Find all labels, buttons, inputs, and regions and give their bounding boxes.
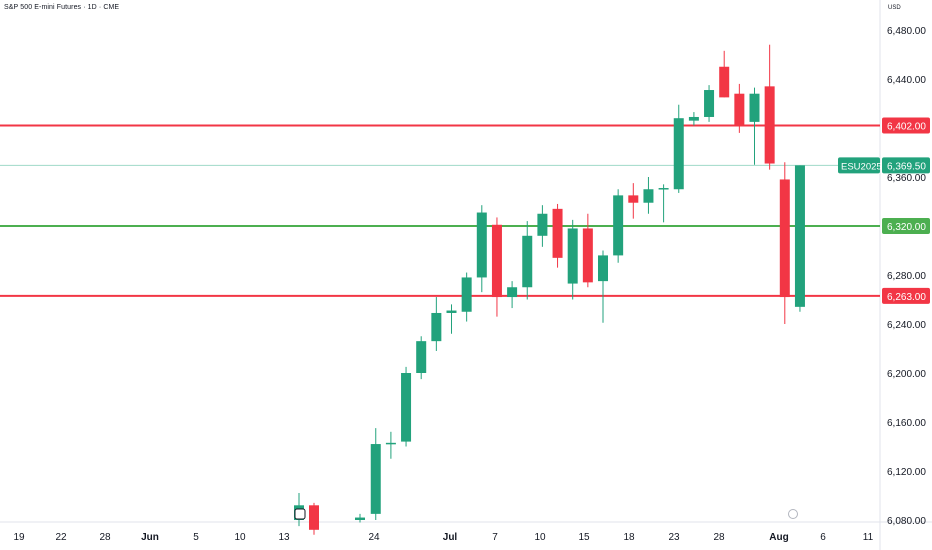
candle[interactable] xyxy=(628,195,639,203)
candle[interactable] xyxy=(567,228,578,284)
x-tick-label: 10 xyxy=(234,532,246,543)
x-tick-label: 19 xyxy=(13,532,25,543)
y-tick-label: 6,360.00 xyxy=(887,173,926,184)
candle[interactable] xyxy=(370,444,381,514)
candle[interactable] xyxy=(416,341,427,373)
level-price-tag xyxy=(882,218,930,234)
candle[interactable] xyxy=(401,373,412,442)
candle[interactable] xyxy=(507,287,518,298)
symbol-tag-text: ESU2025 xyxy=(841,161,882,172)
y-tick-label: 6,280.00 xyxy=(887,271,926,282)
x-tick-label: 7 xyxy=(492,532,498,543)
chart-title: S&P 500 E-mini Futures · 1D · CME xyxy=(4,4,120,11)
symbol-tag xyxy=(838,157,880,174)
candle[interactable] xyxy=(598,255,608,282)
level-price-tag-text: 6,402.00 xyxy=(887,122,926,133)
candle[interactable] xyxy=(476,212,487,278)
x-tick-label: 22 xyxy=(55,532,67,543)
candle[interactable] xyxy=(673,118,684,190)
candle[interactable] xyxy=(355,517,365,520)
x-tick-label: 10 xyxy=(534,532,546,543)
x-tick-label: Jun xyxy=(141,532,159,543)
level-price-tag xyxy=(882,287,930,304)
event-marker-icon[interactable] xyxy=(294,508,306,520)
y-tick-label: 6,080.00 xyxy=(887,516,926,527)
earnings-marker-icon[interactable] xyxy=(788,509,798,519)
x-tick-label: 28 xyxy=(99,532,111,543)
level-price-tag-text: 6,320.00 xyxy=(887,222,926,233)
x-tick-label: 6 xyxy=(820,532,826,543)
candle[interactable] xyxy=(794,165,805,307)
candle[interactable] xyxy=(688,116,699,121)
x-tick-label: 5 xyxy=(193,532,199,543)
y-tick-label: 6,480.00 xyxy=(887,26,926,37)
x-tick-label: 11 xyxy=(863,532,874,543)
candle[interactable] xyxy=(491,224,502,298)
x-tick-label: 18 xyxy=(623,532,635,543)
x-tick-label: 28 xyxy=(713,532,725,543)
y-tick-label: 6,240.00 xyxy=(887,320,926,331)
candle[interactable] xyxy=(309,505,319,530)
level-price-tag-text: 6,263.00 xyxy=(887,292,926,303)
candle[interactable] xyxy=(719,66,730,98)
x-tick-label: 15 xyxy=(578,532,590,543)
candle[interactable] xyxy=(522,235,533,288)
candle[interactable] xyxy=(704,90,715,117)
candle[interactable] xyxy=(431,312,442,342)
y-tick-label: 6,200.00 xyxy=(887,369,926,380)
x-tick-label: 23 xyxy=(668,532,680,543)
candle[interactable] xyxy=(385,442,396,445)
current-price-tag-text: 6,369.50 xyxy=(887,161,926,172)
x-tick-label: 13 xyxy=(278,532,290,543)
y-tick-label: 6,120.00 xyxy=(887,467,926,478)
candle[interactable] xyxy=(582,228,593,283)
candle[interactable] xyxy=(658,188,669,190)
x-tick-label: Jul xyxy=(443,532,458,543)
x-tick-label: 24 xyxy=(368,532,380,543)
candle[interactable] xyxy=(613,195,624,256)
candle[interactable] xyxy=(537,213,548,236)
candle[interactable] xyxy=(764,86,775,164)
y-tick-label: 6,160.00 xyxy=(887,418,926,429)
y-tick-label: 6,440.00 xyxy=(887,75,926,86)
x-tick-label: Aug xyxy=(769,532,788,543)
candle[interactable] xyxy=(446,310,457,313)
currency-label: USD xyxy=(888,5,901,11)
candle[interactable] xyxy=(461,277,472,312)
candle[interactable] xyxy=(643,189,654,203)
candle[interactable] xyxy=(552,208,563,258)
level-price-tag xyxy=(882,117,930,134)
current-price-tag xyxy=(882,157,930,174)
candle[interactable] xyxy=(734,93,745,126)
candle[interactable] xyxy=(749,93,760,122)
candle[interactable] xyxy=(779,179,790,298)
